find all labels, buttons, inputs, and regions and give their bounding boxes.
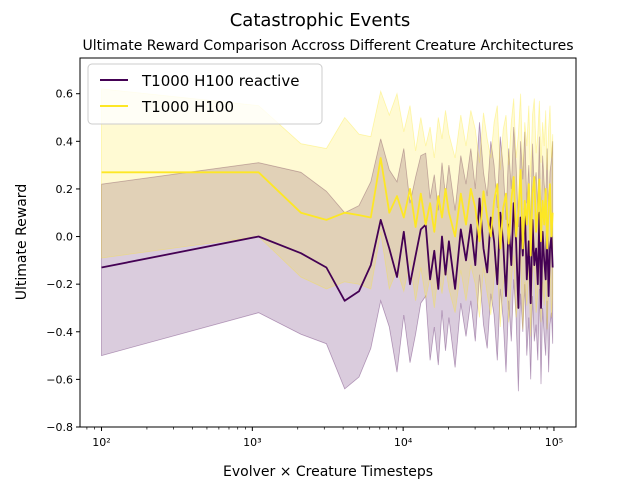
y-axis-label: Ultimate Reward [14,184,30,300]
series-layer [101,88,554,392]
plot-frame [79,57,577,428]
confidence-band-reactive [101,122,554,392]
chart-title: Catastrophic Events [230,10,411,31]
y-tick-label: −0.4 [46,326,73,339]
x-tick-label: 10³ [243,436,261,449]
y-tick-label: −0.6 [46,373,73,386]
y-tick-label: 0.0 [56,231,74,244]
legend-frame [87,63,323,125]
series-line-reactive [101,197,554,309]
plot-area [101,88,554,392]
x-tick-label: 10² [92,436,110,449]
x-axis-label: Evolver × Creature Timesteps [223,464,433,480]
y-tick-label: −0.2 [46,278,73,291]
y-tick-label: 0.6 [56,88,74,101]
legend-label-baseline: T1000 H100 [141,98,234,116]
x-tick-label: 10⁴ [394,436,413,449]
axes: −0.8 −0.6 −0.4 −0.2 0.0 0.2 0.4 0.6 10² 10³ 10⁴ 10⁵ [46,57,577,449]
y-tick-label: 0.4 [56,135,74,148]
series-line-baseline [101,157,554,257]
x-tick-label: 10⁵ [545,436,563,449]
y-tick-label: −0.8 [46,421,73,434]
chart-subtitle: Ultimate Reward Comparison Accross Diffe… [82,38,573,54]
legend: T1000 H100 reactive T1000 H100 [87,63,323,125]
y-tick-label: 0.2 [56,183,74,196]
legend-label-reactive: T1000 H100 reactive [141,72,299,90]
